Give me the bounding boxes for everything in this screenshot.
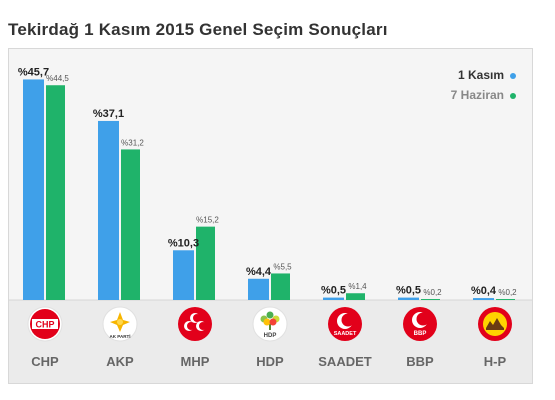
tick-label-hp: H-P bbox=[484, 354, 507, 369]
bar-current-akp[interactable] bbox=[98, 120, 119, 300]
bar-previous-mhp[interactable] bbox=[196, 226, 215, 300]
bar-current-bbp[interactable] bbox=[398, 297, 419, 300]
bar-previous-hp[interactable] bbox=[496, 299, 515, 300]
data-label-current-hdp: %4,4 bbox=[246, 266, 272, 278]
mhp-crescent-inner-2 bbox=[199, 322, 207, 330]
legend-item-current[interactable]: 1 Kasım bbox=[451, 65, 516, 85]
bar-current-saadet[interactable] bbox=[323, 297, 344, 300]
chp-logo-text: CHP bbox=[35, 320, 54, 330]
legend-label-current: 1 Kasım bbox=[457, 68, 504, 82]
hp-logo bbox=[478, 307, 512, 341]
data-label-previous-bbp: %0,2 bbox=[423, 288, 442, 297]
akp-logo-text: AK PARTİ bbox=[110, 333, 131, 339]
mhp-logo bbox=[178, 307, 212, 341]
bar-previous-akp[interactable] bbox=[121, 149, 140, 300]
hdp-logo-text: HDP bbox=[264, 333, 277, 339]
tick-label-chp: CHP bbox=[31, 354, 59, 369]
bar-previous-hdp[interactable] bbox=[271, 273, 290, 300]
saadet-crescent-inner bbox=[341, 313, 355, 327]
bar-current-chp[interactable] bbox=[23, 79, 44, 300]
legend-dot-current bbox=[510, 72, 516, 79]
bar-current-hp[interactable] bbox=[473, 298, 494, 300]
data-label-previous-mhp: %15,2 bbox=[196, 216, 219, 225]
chart-legend: 1 Kasım 7 Haziran bbox=[451, 65, 516, 105]
data-label-current-akp: %37,1 bbox=[93, 108, 124, 120]
mhp-crescent-inner-1 bbox=[193, 314, 201, 322]
akp-logo-center bbox=[117, 319, 123, 325]
tick-label-bbp: BBP bbox=[406, 354, 434, 369]
hp-logo-ground bbox=[486, 328, 504, 330]
bar-previous-chp[interactable] bbox=[46, 85, 65, 300]
bbp-logo: BBP bbox=[403, 307, 437, 341]
hdp-leaf-4 bbox=[269, 318, 277, 326]
hdp-leaf-1 bbox=[266, 311, 274, 319]
saadet-logo: SAADET bbox=[328, 307, 362, 341]
data-label-current-hp: %0,4 bbox=[471, 285, 497, 297]
data-label-current-bbp: %0,5 bbox=[396, 285, 421, 297]
hdp-tree-trunk bbox=[269, 322, 271, 330]
tick-label-akp: AKP bbox=[106, 354, 134, 369]
page-title: Tekirdağ 1 Kasım 2015 Genel Seçim Sonuçl… bbox=[8, 20, 388, 39]
chart-panel: %45,7 %44,5 CHP CHP %37,1 %31,2 AK PARTİ AKP %10… bbox=[8, 48, 533, 384]
data-label-previous-chp: %44,5 bbox=[46, 74, 69, 83]
saadet-logo-text: SAADET bbox=[334, 331, 357, 337]
data-label-current-chp: %45,7 bbox=[18, 66, 49, 78]
legend-dot-previous bbox=[510, 92, 516, 99]
tick-label-saadet: SAADET bbox=[318, 354, 372, 369]
chp-logo: CHP bbox=[27, 306, 63, 342]
legend-item-previous[interactable]: 7 Haziran bbox=[451, 85, 516, 105]
hdp-leaf-3 bbox=[263, 318, 271, 326]
bar-previous-bbp[interactable] bbox=[421, 299, 440, 300]
election-bar-chart: %45,7%44,5 CHP CHP %37,1 %31,2 AK PARTİ AKP %10… bbox=[9, 66, 532, 383]
data-label-previous-hp: %0,2 bbox=[498, 288, 517, 297]
tick-label-hdp: HDP bbox=[256, 354, 284, 369]
hdp-logo: HDP bbox=[252, 306, 288, 342]
legend-label-previous: 7 Haziran bbox=[450, 88, 504, 102]
data-label-previous-hdp: %5,5 bbox=[273, 262, 292, 271]
mhp-logo-disc bbox=[178, 307, 212, 341]
bbp-crescent-inner bbox=[416, 312, 430, 326]
tick-label-mhp: MHP bbox=[181, 354, 210, 369]
data-label-current-mhp: %10,3 bbox=[168, 237, 199, 249]
data-label-previous-saadet: %1,4 bbox=[348, 282, 367, 291]
chp-logo-band bbox=[32, 319, 58, 329]
hp-logo-mountain bbox=[486, 318, 504, 328]
bar-previous-saadet[interactable] bbox=[346, 293, 365, 300]
data-label-current-saadet: %0,5 bbox=[321, 285, 346, 297]
bar-current-mhp[interactable] bbox=[173, 250, 194, 300]
bar-current-hdp[interactable] bbox=[248, 278, 269, 300]
bbp-logo-text: BBP bbox=[414, 331, 427, 337]
akp-logo: AK PARTİ bbox=[102, 306, 138, 342]
mhp-crescent-inner-0 bbox=[187, 322, 195, 330]
data-label-previous-akp: %31,2 bbox=[121, 138, 144, 147]
